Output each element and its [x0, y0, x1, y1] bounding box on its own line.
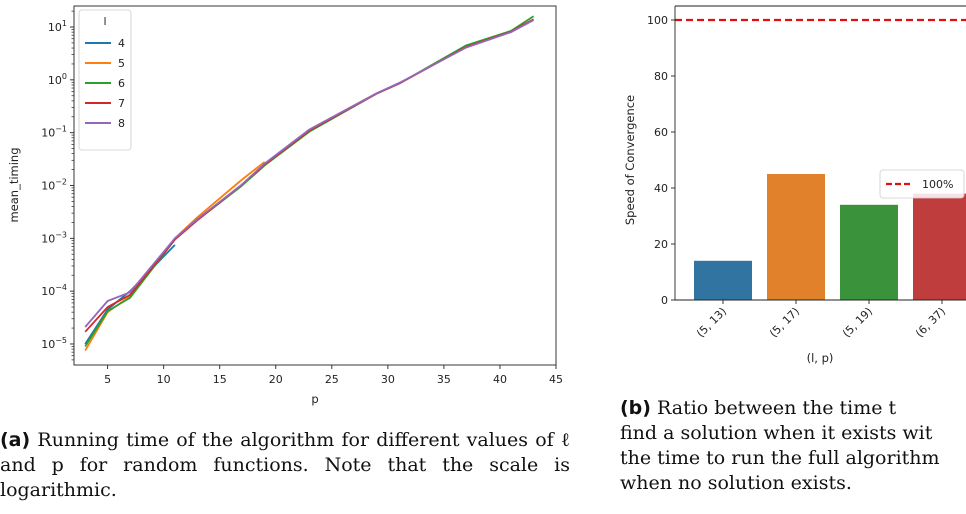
chart-a-y-tick-label: 10−2	[41, 178, 67, 193]
chart-b-x-tick-label: (6, 37)	[913, 305, 948, 340]
chart-a-x-tick-label: 40	[493, 373, 507, 386]
chart-b-legend-label: 100%	[922, 178, 953, 191]
caption-b: (b) Ratio between the time t find a solu…	[620, 396, 966, 496]
chart-a-x-axis-label: p	[311, 392, 318, 406]
chart-a-x-tick-label: 30	[381, 373, 395, 386]
chart-b-bar	[694, 260, 752, 300]
caption-a: (a) Running time of the algorithm for di…	[0, 428, 570, 503]
chart-a: 5 10 15 20 25 30 35 40 45 10−510−410−310−210−110…	[7, 5, 563, 406]
chart-b: 0 20 40 60 80 100 (5, 13) (5, 17) (5, 19) (6, 37…	[623, 5, 966, 365]
chart-a-x-tick-label: 35	[437, 373, 451, 386]
chart-a-series-line-6	[84, 15, 535, 347]
chart-b-bar	[767, 174, 825, 300]
chart-a-y-tick-label: 10−5	[41, 336, 67, 351]
caption-b-line: when no solution exists.	[620, 472, 852, 494]
chart-b-y-tick-label: 20	[654, 238, 668, 251]
chart-a-x-tick-label: 10	[157, 373, 171, 386]
chart-a-legend: l 4 5 6 7 8	[78, 9, 132, 151]
chart-a-y-tick-label: 10−3	[41, 230, 67, 245]
chart-a-legend-label-7: 7	[118, 97, 125, 110]
chart-b-y-axis-label: Speed of Convergence	[623, 95, 637, 225]
chart-a-y-tick-label: 100	[48, 72, 67, 87]
chart-a-legend-title: l	[103, 15, 106, 28]
chart-a-series-line-8	[84, 19, 535, 328]
chart-a-y-axis-label: mean_timing	[7, 147, 21, 222]
chart-a-x-tick-label: 5	[104, 373, 111, 386]
caption-a-tag: (a)	[0, 429, 31, 451]
chart-b-y-tick-label: 80	[654, 70, 668, 83]
caption-b-line: (b) Ratio between the time t	[620, 397, 897, 419]
caption-b-line: the time to run the full algorithm	[620, 447, 940, 469]
caption-a-text: Running time of the algorithm for differ…	[0, 429, 570, 501]
chart-a-legend-label-6: 6	[118, 77, 125, 90]
chart-a-x-tick-label: 15	[213, 373, 227, 386]
chart-b-y-tick-label: 0	[661, 294, 668, 307]
chart-a-y-tick-label: 10−1	[41, 125, 67, 140]
caption-b-tag: (b)	[620, 397, 651, 419]
chart-b-bar	[840, 204, 898, 300]
chart-b-x-axis-label: (l, p)	[807, 351, 834, 365]
chart-b-y-tick-label: 60	[654, 126, 668, 139]
chart-b-legend: 100%	[879, 169, 965, 199]
chart-a-x-tick-label: 25	[325, 373, 339, 386]
chart-b-bar	[913, 193, 966, 300]
chart-b-x-tick-label: (5, 13)	[694, 305, 729, 340]
chart-a-y-tick-label: 10−4	[41, 283, 67, 298]
chart-a-y-tick-label: 101	[48, 19, 67, 34]
chart-a-x-tick-label: 20	[269, 373, 283, 386]
chart-a-legend-label-4: 4	[118, 37, 125, 50]
caption-b-line: find a solution when it exists wit	[620, 422, 933, 444]
chart-a-legend-label-8: 8	[118, 117, 125, 130]
chart-b-y-tick-label: 40	[654, 182, 668, 195]
chart-b-y-tick-label: 100	[647, 14, 668, 27]
chart-b-x-tick-label: (5, 19)	[840, 305, 875, 340]
chart-a-legend-label-5: 5	[118, 57, 125, 70]
chart-a-plot-frame	[73, 5, 557, 366]
chart-a-series-line-5	[84, 161, 266, 352]
chart-a-series-line-7	[84, 18, 535, 333]
chart-b-x-tick-label: (5, 17)	[767, 305, 802, 340]
chart-a-x-tick-label: 45	[549, 373, 563, 386]
